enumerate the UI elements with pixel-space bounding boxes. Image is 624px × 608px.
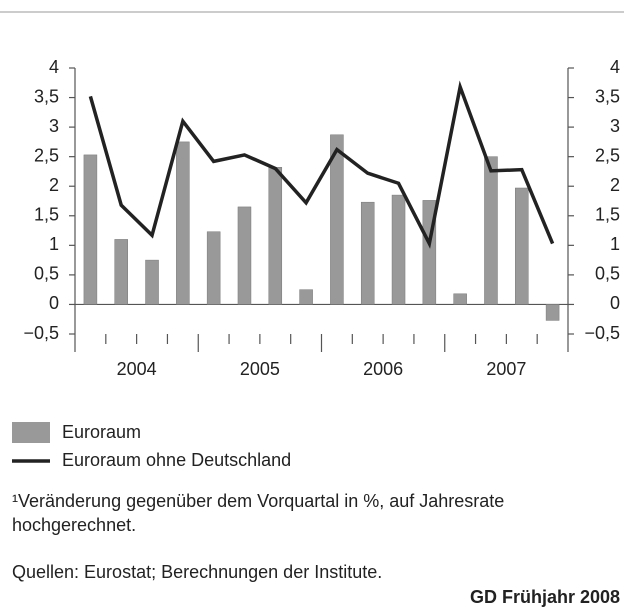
bar <box>330 134 344 305</box>
note-line: hochgerechnet. <box>12 515 136 535</box>
y2-tick-label: 3 <box>610 116 620 136</box>
year-label: 2007 <box>486 359 526 379</box>
y-tick-label: −0,5 <box>23 323 59 343</box>
y-tick-label: 3 <box>49 116 59 136</box>
y-tick-label: 0,5 <box>34 264 59 284</box>
year-label: 2005 <box>240 359 280 379</box>
bar <box>114 239 128 305</box>
y-tick-label: 3,5 <box>34 86 59 106</box>
bar <box>545 304 560 321</box>
y-tick-label: 2 <box>49 175 59 195</box>
legend-swatch <box>12 422 50 443</box>
y2-tick-label: 4 <box>610 57 620 77</box>
year-label: 2006 <box>363 359 403 379</box>
y2-tick-label: 0,5 <box>595 264 620 284</box>
bar <box>391 194 406 305</box>
bar <box>453 293 467 305</box>
bar <box>206 231 221 305</box>
line <box>88 80 555 249</box>
bar <box>484 156 498 305</box>
y2-tick-label: 1,5 <box>595 205 620 225</box>
y-tick-label: 0 <box>49 293 59 313</box>
y2-tick-label: 1 <box>610 234 620 254</box>
y2-tick-label: 0 <box>610 293 620 313</box>
note-line: ¹Veränderung gegenüber dem Vorquartal in… <box>12 491 504 511</box>
y-tick-label: 4 <box>49 57 59 77</box>
y2-tick-label: −0,5 <box>584 323 620 343</box>
y-tick-label: 1 <box>49 234 59 254</box>
y2-tick-label: 2 <box>610 175 620 195</box>
bar <box>176 141 190 305</box>
year-label: 2004 <box>117 359 157 379</box>
bar <box>299 289 313 305</box>
source: Quellen: Eurostat; Berechnungen der Inst… <box>12 562 382 582</box>
bar <box>268 167 283 305</box>
bar <box>515 187 529 305</box>
bar <box>83 154 98 305</box>
y-tick-label: 2,5 <box>34 145 59 165</box>
y2-tick-label: 2,5 <box>595 145 620 165</box>
legend-label: Euroraum <box>62 422 141 442</box>
y-tick-label: 1,5 <box>34 205 59 225</box>
y2-tick-label: 3,5 <box>595 86 620 106</box>
bar <box>237 206 252 305</box>
bar <box>145 259 159 305</box>
legend-label: Euroraum ohne Deutschland <box>62 450 291 470</box>
bar <box>360 201 375 305</box>
credit: GD Frühjahr 2008 <box>470 587 620 607</box>
